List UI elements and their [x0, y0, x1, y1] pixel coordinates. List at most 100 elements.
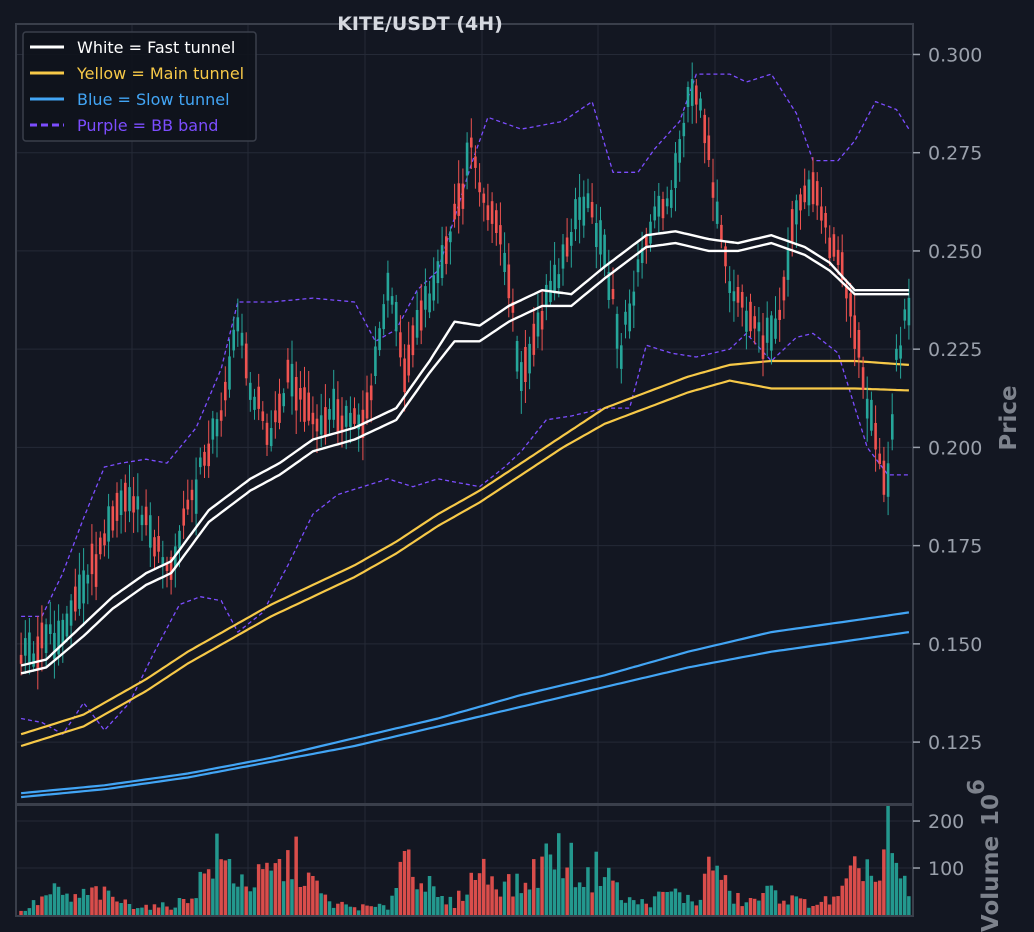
candle-body — [595, 223, 598, 247]
candle-body — [707, 135, 711, 160]
candle-body — [244, 343, 248, 379]
volume-bar — [652, 896, 657, 915]
volume-bar — [573, 887, 578, 915]
candle-body — [207, 443, 210, 467]
candle-body — [86, 574, 90, 584]
volume-bar — [623, 902, 628, 915]
volume-bar — [878, 880, 882, 915]
candle-body — [682, 122, 686, 137]
volume-bar — [865, 859, 869, 915]
volume-bar — [265, 862, 269, 915]
candle-body — [303, 387, 306, 422]
volume-bar — [490, 876, 494, 915]
candle-body — [557, 274, 561, 289]
volume-bar — [569, 842, 573, 915]
price-tick-label: 0.175 — [928, 536, 982, 558]
volume-multiplier: 10 — [978, 794, 1004, 826]
candle-body — [678, 139, 681, 163]
volume-bar — [898, 878, 903, 915]
legend-label-main: Yellow = Main tunnel — [76, 64, 244, 83]
volume-bar — [861, 881, 865, 915]
candle-body — [353, 408, 356, 424]
price-tick-label: 0.300 — [928, 44, 982, 66]
volume-bar — [86, 895, 90, 915]
slow-tunnel-upper-line — [20, 611, 910, 795]
candle-body — [374, 346, 377, 376]
volume-bar — [732, 903, 736, 915]
candle-body — [153, 537, 156, 557]
candle-body — [495, 210, 498, 233]
volume-bar — [44, 895, 48, 915]
bb-band-upper-line — [21, 73, 910, 618]
candle-body — [507, 264, 511, 299]
volume-bar — [211, 878, 215, 915]
volume-bar — [677, 892, 682, 915]
volume-bar — [436, 897, 440, 915]
candle-body — [236, 317, 240, 332]
volume-bar — [640, 899, 644, 915]
candle-body — [590, 202, 594, 218]
candle-body — [136, 496, 140, 510]
volume-bar — [540, 856, 544, 915]
candle-body — [324, 407, 327, 438]
candle-body — [761, 335, 765, 359]
candle-body — [782, 276, 786, 301]
candle-body — [686, 87, 690, 107]
candle-body — [499, 225, 502, 245]
candle-body — [482, 193, 486, 203]
candle-body — [224, 381, 227, 401]
volume-bar — [648, 907, 653, 915]
candle-body — [474, 156, 477, 168]
volume-bar — [407, 849, 411, 915]
candle-body — [624, 311, 627, 325]
volume-bar — [690, 901, 694, 915]
volume-bar — [636, 904, 640, 915]
candle-body — [307, 392, 310, 421]
bb-band-lines — [20, 73, 910, 735]
volume-bar — [181, 899, 186, 915]
volume-bar — [594, 851, 598, 915]
volume-bar — [111, 896, 115, 915]
main-tunnel-upper-line — [20, 359, 909, 736]
candle-body — [65, 613, 69, 637]
candle-body — [378, 328, 381, 351]
volume-bar — [169, 909, 173, 915]
candle-body — [128, 487, 131, 512]
volume-bar — [498, 896, 503, 915]
candle-body — [778, 309, 781, 320]
volume-bar — [198, 871, 202, 915]
candle-body — [891, 414, 894, 440]
candle-body — [907, 297, 911, 326]
volume-bar — [836, 896, 840, 915]
candle-body — [53, 632, 56, 660]
volume-bar — [552, 869, 557, 915]
volume-bar — [873, 881, 878, 915]
volume-bar — [894, 862, 899, 915]
volume-bar — [277, 859, 282, 915]
volume-bar — [886, 806, 890, 915]
volume-bar — [769, 885, 774, 915]
candle-body — [178, 530, 181, 549]
volume-bar — [136, 908, 140, 915]
fast-tunnel-upper-line — [20, 230, 909, 667]
volume-panel-frame — [15, 804, 914, 917]
volume-bar — [802, 899, 807, 915]
volume-bar — [815, 904, 819, 915]
volume-bars — [19, 806, 911, 915]
candle-body — [528, 343, 531, 374]
candle-body — [349, 412, 352, 427]
candle-body — [736, 287, 740, 303]
candle-body — [703, 114, 706, 144]
candle-body — [332, 388, 335, 420]
volume-bar — [903, 875, 907, 915]
legend-box — [22, 31, 257, 142]
candles — [19, 62, 911, 690]
candle-body — [845, 284, 848, 299]
volume-bar — [448, 896, 453, 915]
candle-body — [832, 234, 836, 257]
candle-body — [257, 386, 260, 409]
candle-body — [265, 422, 269, 445]
candle-body — [299, 388, 302, 400]
volume-bar — [719, 879, 724, 915]
volume-bar — [515, 873, 519, 915]
